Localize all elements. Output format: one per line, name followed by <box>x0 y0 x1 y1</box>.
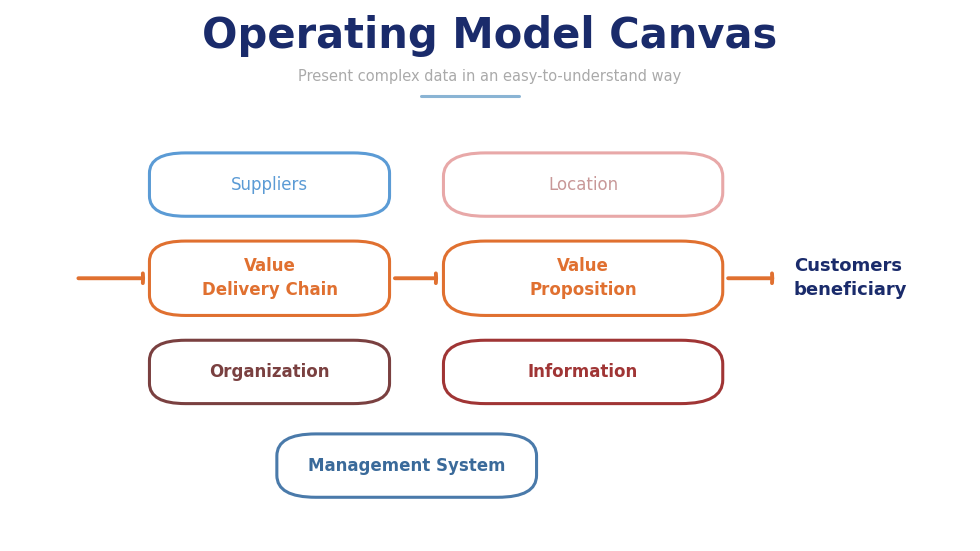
Text: Organization: Organization <box>210 363 329 381</box>
FancyBboxPatch shape <box>150 241 390 315</box>
FancyBboxPatch shape <box>150 341 390 403</box>
Text: Location: Location <box>548 176 618 193</box>
Text: Present complex data in an easy-to-understand way: Present complex data in an easy-to-under… <box>298 68 682 84</box>
FancyBboxPatch shape <box>276 434 537 497</box>
FancyBboxPatch shape <box>443 341 723 403</box>
Text: Value
Delivery Chain: Value Delivery Chain <box>202 257 337 299</box>
Text: Information: Information <box>528 363 638 381</box>
Text: Management System: Management System <box>308 457 506 474</box>
FancyBboxPatch shape <box>443 241 723 315</box>
Text: Suppliers: Suppliers <box>231 176 308 193</box>
Text: Operating Model Canvas: Operating Model Canvas <box>203 15 777 57</box>
FancyBboxPatch shape <box>150 153 390 216</box>
Text: Customers
beneficiary: Customers beneficiary <box>794 257 907 299</box>
Text: Value
Proposition: Value Proposition <box>529 257 637 299</box>
FancyBboxPatch shape <box>443 153 723 216</box>
